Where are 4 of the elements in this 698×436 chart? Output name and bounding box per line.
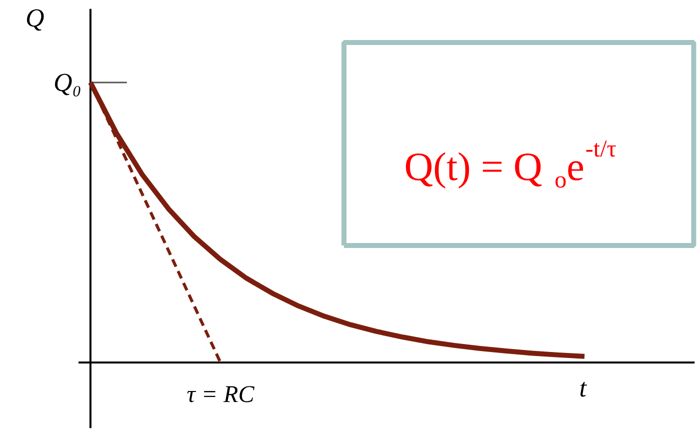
x-axis-title: t — [579, 374, 588, 403]
y-axis-title: Q — [25, 3, 44, 32]
annotation: Q₀ — [54, 68, 82, 97]
text: τ = RC — [186, 382, 256, 408]
